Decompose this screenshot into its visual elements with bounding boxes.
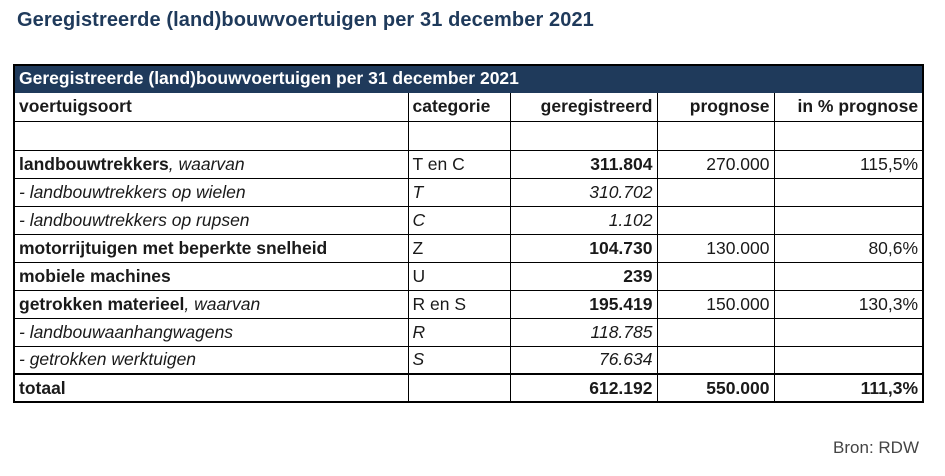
vehicle-type-label: - landbouwaanhangwagens — [19, 321, 234, 342]
pct-forecast-cell — [773, 261, 924, 291]
pct-forecast-cell — [773, 345, 924, 375]
vehicle-registration-table: Geregistreerde (land)bouwvoertuigen per … — [13, 64, 925, 403]
table-body: landbouwtrekkers, waarvan T en C 311.804 27… — [13, 149, 924, 375]
forecast-cell: 270.000 — [656, 149, 775, 179]
vehicle-type-cell: motorrijtuigen met beperkte snelheid — [13, 233, 409, 263]
category-cell: T en C — [407, 149, 511, 179]
empty-row — [13, 120, 924, 151]
vehicle-type-cell: getrokken materieel, waarvan — [13, 289, 409, 319]
forecast-cell — [656, 177, 775, 207]
vehicle-type-label: - landbouwtrekkers op wielen — [19, 181, 246, 202]
table-caption-row: Geregistreerde (land)bouwvoertuigen per … — [13, 64, 924, 93]
pct-forecast-cell: 115,5% — [773, 149, 924, 179]
pct-forecast-cell — [773, 317, 924, 347]
category-cell: U — [407, 261, 511, 291]
pct-forecast-cell — [773, 177, 924, 207]
vehicle-type-cell: - getrokken werktuigen — [13, 345, 409, 375]
table-row: getrokken materieel, waarvan R en S 195.41… — [13, 289, 924, 319]
table-header-row: voertuigsoort categorie geregistreerd pr… — [13, 91, 924, 122]
forecast-cell: 130.000 — [656, 233, 775, 263]
pct-forecast-cell: 80,6% — [773, 233, 924, 263]
vehicle-type-label: - landbouwtrekkers op rupsen — [19, 209, 250, 230]
vehicle-type-cell: - landbouwtrekkers op rupsen — [13, 205, 409, 235]
vehicle-type-suffix: , waarvan — [168, 153, 245, 174]
vehicle-type-cell: landbouwtrekkers, waarvan — [13, 149, 409, 179]
pct-forecast-cell — [773, 205, 924, 235]
registered-cell: 118.785 — [509, 317, 658, 347]
forecast-cell — [656, 317, 775, 347]
category-cell: T — [407, 177, 511, 207]
vehicle-type-suffix: , waarvan — [184, 293, 261, 314]
table-row: motorrijtuigen met beperkte snelheid Z 104… — [13, 233, 924, 263]
vehicle-type-label: mobiele machines — [19, 265, 171, 286]
pct-forecast-cell: 130,3% — [773, 289, 924, 319]
forecast-cell: 150.000 — [656, 289, 775, 319]
registered-cell: 1.102 — [509, 205, 658, 235]
total-row: totaal 612.192 550.000 111,3% — [13, 373, 924, 403]
table-row: landbouwtrekkers, waarvan T en C 311.804 27… — [13, 149, 924, 179]
registered-cell: 76.634 — [509, 345, 658, 375]
category-cell: C — [407, 205, 511, 235]
page-title: Geregistreerde (land)bouwvoertuigen per … — [17, 9, 594, 31]
category-cell: Z — [407, 233, 511, 263]
table-row: - getrokken werktuigen S 76.634 — [13, 345, 924, 375]
table-row: - landbouwtrekkers op wielen T 310.702 — [13, 177, 924, 207]
forecast-cell — [656, 205, 775, 235]
vehicle-type-label: - getrokken werktuigen — [19, 349, 197, 370]
vehicle-type-cell: mobiele machines — [13, 261, 409, 291]
total-registered: 612.192 — [509, 373, 658, 403]
registered-cell: 310.702 — [509, 177, 658, 207]
vehicle-type-cell: - landbouwtrekkers op wielen — [13, 177, 409, 207]
category-cell: R — [407, 317, 511, 347]
category-cell: R en S — [407, 289, 511, 319]
column-header-categorie: categorie — [407, 91, 511, 122]
registered-cell: 311.804 — [509, 149, 658, 179]
source-note: Bron: RDW — [833, 438, 919, 457]
registered-cell: 239 — [509, 261, 658, 291]
table-row: - landbouwtrekkers op rupsen C 1.102 — [13, 205, 924, 235]
column-header-geregistreerd: geregistreerd — [509, 91, 658, 122]
vehicle-type-label: landbouwtrekkers — [19, 153, 169, 174]
table-row: - landbouwaanhangwagens R 118.785 — [13, 317, 924, 347]
registered-cell: 104.730 — [509, 233, 658, 263]
total-forecast: 550.000 — [656, 373, 775, 403]
table-caption: Geregistreerde (land)bouwvoertuigen per … — [13, 64, 924, 93]
total-pct-forecast: 111,3% — [773, 373, 924, 403]
category-cell: S — [407, 345, 511, 375]
column-header-voertuigsoort: voertuigsoort — [13, 91, 409, 122]
forecast-cell — [656, 345, 775, 375]
column-header-prognose: prognose — [656, 91, 775, 122]
vehicle-type-label: getrokken materieel — [19, 293, 185, 314]
vehicle-type-label: motorrijtuigen met beperkte snelheid — [19, 237, 328, 258]
table-row: mobiele machines U 239 — [13, 261, 924, 291]
column-header-pct-prognose: in % prognose — [773, 91, 924, 122]
registered-cell: 195.419 — [509, 289, 658, 319]
forecast-cell — [656, 261, 775, 291]
vehicle-type-cell: - landbouwaanhangwagens — [13, 317, 409, 347]
total-label: totaal — [13, 373, 409, 403]
